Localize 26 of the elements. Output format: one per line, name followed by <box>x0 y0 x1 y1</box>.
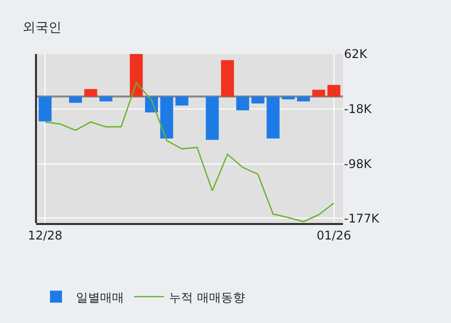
bar <box>99 96 112 102</box>
bar <box>130 54 143 97</box>
chart-title: 외국인 <box>22 20 62 36</box>
bar <box>160 96 174 138</box>
bar <box>175 96 188 106</box>
bar <box>38 96 52 122</box>
legend-label: 누적 매매동향 <box>169 290 245 304</box>
bar <box>206 96 219 140</box>
bar <box>266 96 280 138</box>
bar <box>282 96 295 100</box>
y-tick-label: -98K <box>344 157 373 172</box>
x-tick-label: 12/28 <box>28 228 62 242</box>
bar <box>236 96 250 110</box>
line-series <box>44 82 335 222</box>
bar <box>221 60 234 97</box>
bar <box>327 84 340 97</box>
x-tick-label: 01/26 <box>316 228 352 242</box>
y-tick-label: -177K <box>344 211 380 226</box>
bar <box>84 89 98 97</box>
y-tick-label: -18K <box>344 102 373 116</box>
bar <box>297 96 310 102</box>
legend-label: 일별매매 <box>76 290 124 304</box>
y-tick-label: 62K <box>344 47 368 62</box>
bar <box>312 90 326 97</box>
bar <box>251 96 264 104</box>
bar <box>69 96 82 103</box>
